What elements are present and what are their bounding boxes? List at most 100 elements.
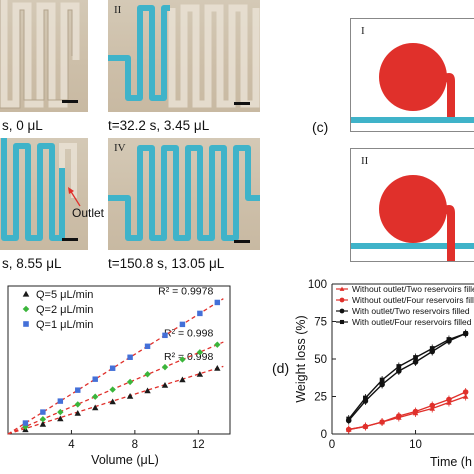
data-point [214,299,221,306]
data-point [161,363,169,371]
outlet-label: Outlet [72,206,105,220]
data-point [144,343,151,350]
micrograph-1 [0,0,88,112]
data-point [127,354,133,360]
series-group [345,329,469,425]
data-point [462,393,469,399]
fit-line [7,341,224,435]
weight-loss-chart: 0 25 50 75 100 0 10 Weight loss (%) Time (h Witho… [294,279,474,469]
legend-label: Without outlet/Two reservoirs filled [352,284,474,294]
series-group [7,298,224,435]
data-point [396,364,402,369]
data-point [396,368,402,374]
scale-bar [62,238,78,241]
photo-roman-numeral: II [114,4,122,16]
data-point [429,402,436,409]
serpentine-channel-filled [108,145,260,241]
data-point [197,310,203,317]
x-tick-label: 4 [68,439,75,451]
data-point [379,419,385,425]
reservoir-schematic [351,175,474,261]
data-point [446,337,452,342]
plot-frame [7,285,231,435]
data-point [109,365,116,371]
data-point [413,355,418,360]
data-point [412,408,419,415]
serpentine-channel-empty [0,0,80,109]
r-squared-annotation: R² = 0.9978 [158,285,213,297]
data-point [92,376,98,382]
serpentine-channel-partly-filled [108,4,260,108]
data-point [362,423,369,430]
data-point [214,341,221,348]
x-tick-label: 8 [132,439,138,451]
data-point [92,404,99,411]
data-point [39,420,47,427]
data-point [39,416,47,423]
panel-letter-c: (c) [312,119,329,135]
photo-caption-2: t=32.2 s, 3.45 μL [108,118,210,133]
scale-bar [234,102,250,105]
data-point [179,321,186,328]
series-group [7,365,224,435]
data-point [196,371,204,377]
legend-marker [339,286,345,291]
schematic-roman-numeral: II [361,155,369,167]
series-group [7,341,224,435]
reservoir-schematic [351,43,474,123]
micrograph-3 [0,138,88,250]
series-line [348,332,466,420]
data-point [22,420,29,426]
data-point [346,416,352,422]
data-point [57,415,64,422]
y-tick-label: 25 [314,392,327,404]
x-tick-label: 0 [329,439,335,451]
data-point [162,332,168,339]
r-squared-annotation: R² = 0.998 [164,328,213,340]
data-point [126,378,134,386]
fit-line [7,365,224,435]
data-point [214,365,221,371]
photo-caption-3: s, 8.55 μL [2,256,62,271]
legend-label: Without outlet/Four reservoirs filled [352,295,474,305]
data-point [126,392,134,399]
legend-marker [22,290,30,297]
legend-marker [23,321,29,327]
data-point [144,371,151,378]
schematic-box-2: II [350,148,474,262]
legend-label: Q=5 μL/min [36,289,93,301]
series-group [346,329,469,423]
legend-marker [22,305,30,313]
data-point [74,401,81,408]
legend-label: With outlet/Four reservoirs filled [352,317,472,327]
photo-caption-4: t=150.8 s, 13.05 μL [108,256,225,271]
y-axis-label: Weight loss (%) [294,315,308,402]
data-point [92,393,99,400]
micrograph-4: IV [108,138,260,250]
data-point [345,426,352,433]
data-point [379,377,385,383]
x-tick-label: 10 [409,439,422,451]
data-point [379,381,385,388]
schematic-box-1: I [350,18,474,132]
series-line [348,332,466,421]
data-point [74,409,81,416]
legend-label: With outlet/Two reservoirs filled [352,306,470,316]
x-axis-label: Volume (μL) [91,453,159,467]
series-line [348,391,466,431]
data-point [446,396,452,403]
data-point [75,387,81,393]
legend-marker [339,297,345,303]
data-point [144,387,151,394]
y-tick-label: 0 [321,429,327,441]
photo-caption-1: s, 0 μL [2,118,43,133]
data-point [57,398,64,404]
data-point [109,398,116,405]
legend-marker [339,319,345,325]
series-group [345,388,469,434]
legend-label: Q=1 μL/min [36,319,93,331]
legend-marker [339,308,345,314]
outlet-arrow [68,187,81,207]
data-point [40,409,46,415]
